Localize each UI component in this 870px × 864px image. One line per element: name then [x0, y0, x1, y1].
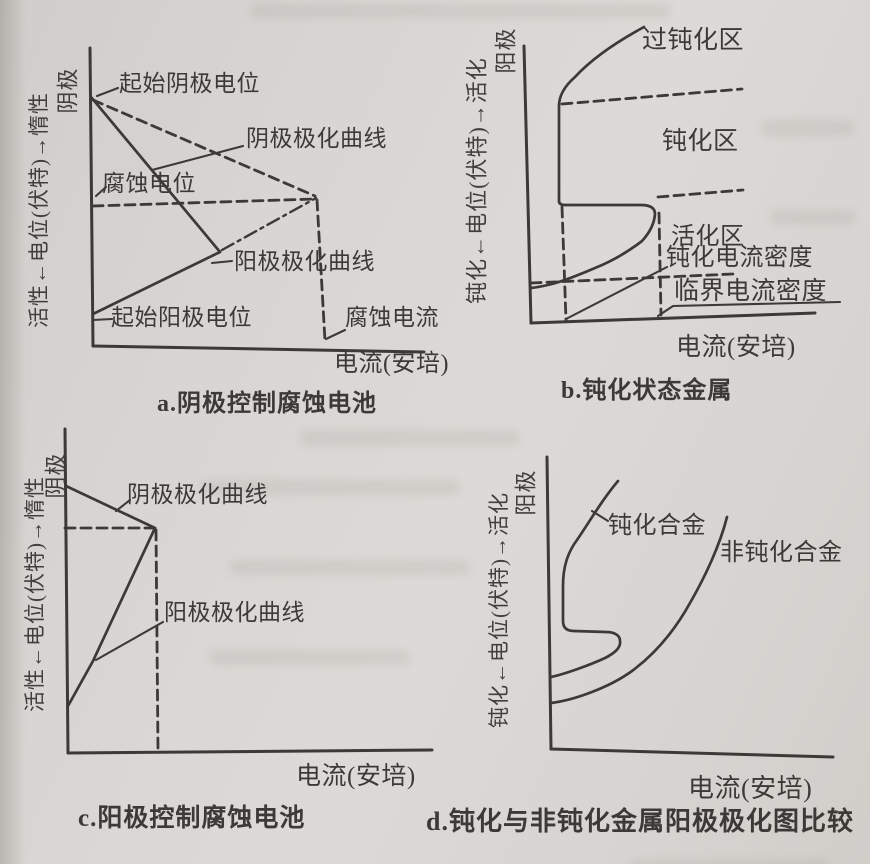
chart-a-lines [88, 46, 426, 354]
page-bleedthrough [760, 120, 855, 136]
chart-d-lines [545, 455, 835, 759]
chart-a-caption: a.阴极控制腐蚀电池 [157, 391, 377, 417]
chart-c-caption: c.阳极控制腐蚀电池 [78, 805, 306, 832]
chart-a-initial-cathode-potential-label: 起始阴极电位 [119, 71, 260, 96]
chart-b-critical-current-vline [657, 211, 663, 317]
chart-a-anodic-curve-solid [91, 250, 222, 316]
chart-c-anodic-curve-label: 阳极极化曲线 [164, 600, 305, 625]
chart-b-x-axis-label: 电流(安培) [676, 334, 796, 361]
chart-b-y-axis [522, 44, 533, 325]
page-bleedthrough [770, 210, 855, 225]
chart-a-cathodic-curve-dashed [91, 98, 317, 198]
chart-a-leader-corrosion-potential [94, 185, 108, 198]
chart-a-corrosion-potential-label: 腐蚀电位 [102, 171, 196, 196]
chart-a-corrosion-current-line [315, 198, 327, 343]
page-bleedthrough [300, 430, 520, 446]
chart-a-x-axis [91, 344, 426, 354]
chart-d-passivated-alloy-label: 钝化合金 [608, 513, 706, 539]
chart-c-corrosion-current-line [154, 528, 160, 752]
chart-a-initial-anode-potential-label: 起始阳极电位 [111, 305, 252, 330]
chart-a-cathodic-curve-label: 阴极极化曲线 [246, 126, 387, 151]
chart-c-leader-cathodic-label [114, 498, 132, 513]
chart-a-leader-initial-anode [91, 317, 114, 322]
chart-b-leader-critical-current [656, 300, 842, 318]
chart-d-y-axis-label: 钝化←电位(伏特)→活化 [486, 492, 511, 729]
chart-d-x-axis-label: 电流(安培) [688, 774, 813, 803]
chart-a-corrosion-current-label: 腐蚀电流 [345, 305, 439, 330]
chart-b-passivation-current-density-label: 钝化电流密度 [666, 245, 813, 271]
chart-b-leader-passivation-current [564, 265, 669, 321]
chart-c-x-axis-label: 电流(安培) [296, 763, 416, 790]
chart-a-anodic-curve-extension [220, 196, 318, 252]
chart-a-anodic-curve-label: 阳极极化曲线 [234, 249, 375, 274]
chart-a-leader-anodic-label [210, 259, 234, 265]
chart-a-corrosion-potential-line [91, 197, 316, 208]
chart-a-leader-initial-cathode [95, 86, 120, 98]
chart-c-lines [63, 427, 434, 755]
chart-b-passivation-current-vline [560, 205, 568, 322]
chart-d-leader-passivated-label [590, 509, 610, 523]
chart-d-passivated-alloy-curve [549, 479, 622, 679]
chart-a-electrode-label: 阴极 [55, 67, 81, 114]
chart-c-cathodic-curve [64, 484, 157, 530]
page-bleedthrough [250, 4, 670, 18]
chart-b-x-axis [529, 311, 817, 325]
chart-b-y-axis-label: 钝化←电位(伏特)→活化 [464, 57, 490, 304]
chart-b-active-region-label: 活化区 [671, 224, 745, 250]
chart-d-non-passivated-alloy-curve [549, 515, 729, 705]
chart-c-leader-anodic-label [94, 620, 165, 662]
chart-a-leader-cathodic-label [150, 144, 245, 172]
chart-b-transpassive-region-label: 过钝化区 [642, 27, 745, 54]
chart-a-leader-corrosion-current [324, 328, 347, 341]
chart-a-y-axis [88, 46, 95, 348]
chart-c-anodic-curve [66, 526, 157, 708]
chart-d-electrode-label: 阳极 [513, 469, 539, 516]
page-bleedthrough [210, 650, 410, 665]
chart-a-x-axis-label: 电流(安培) [334, 351, 449, 377]
page-bleedthrough [230, 560, 470, 575]
chart-c-y-axis [63, 427, 70, 755]
chart-b-transpassive-boundary [560, 87, 744, 106]
chart-d-x-axis [549, 747, 835, 759]
chart-b-polarization-curve [529, 25, 657, 290]
chart-b-passive-boundary [656, 188, 745, 199]
chart-d-y-axis [545, 455, 553, 751]
page-bleedthrough [200, 480, 460, 495]
chart-d-non-passivated-alloy-label: 非钝化合金 [720, 540, 843, 566]
chart-a-y-axis-label: 活性←电位(伏特)→惰性 [26, 92, 51, 329]
chart-c-cathodic-curve-label: 阴极极化曲线 [127, 482, 268, 507]
chart-b-caption: b.钝化状态金属 [561, 378, 733, 404]
chart-b-passive-region-label: 钝化区 [662, 128, 739, 155]
chart-c-x-axis [66, 748, 434, 755]
chart-b-critical-current-density-label: 临界电流密度 [674, 278, 828, 305]
chart-a-cathodic-curve-solid [89, 95, 222, 254]
page-bleedthrough [630, 860, 830, 864]
chart-b-electrode-label: 阳极 [493, 27, 519, 74]
chart-b-lines [522, 25, 842, 325]
chart-d-caption: d.钝化与非钝化金属阳极极化图比较 [426, 807, 854, 836]
chart-c-electrode-label: 阴极 [43, 452, 69, 499]
